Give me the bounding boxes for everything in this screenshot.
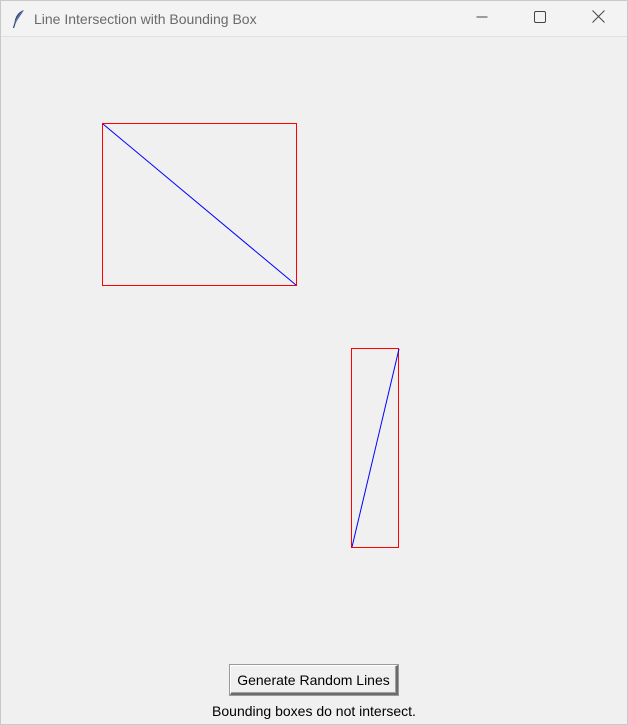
close-icon [591,9,605,28]
window-title: Line Intersection with Bounding Box [34,10,257,27]
generate-random-lines-button[interactable]: Generate Random Lines [230,665,398,695]
line-2 [351,348,400,548]
maximize-icon [534,10,546,28]
line-1 [102,123,297,286]
drawing-canvas [102,123,400,548]
window-controls [453,1,627,36]
minimize-icon [476,10,488,28]
minimize-button[interactable] [453,1,511,36]
bounding-box-1 [102,123,297,286]
maximize-button[interactable] [511,1,569,36]
bottom-panel: Generate Random Lines Bounding boxes do … [1,665,627,719]
feather-icon [12,9,26,28]
close-button[interactable] [569,1,627,36]
bounding-box-2 [351,348,399,548]
title-bar[interactable]: Line Intersection with Bounding Box [1,1,627,37]
status-label: Bounding boxes do not intersect. [212,703,416,719]
